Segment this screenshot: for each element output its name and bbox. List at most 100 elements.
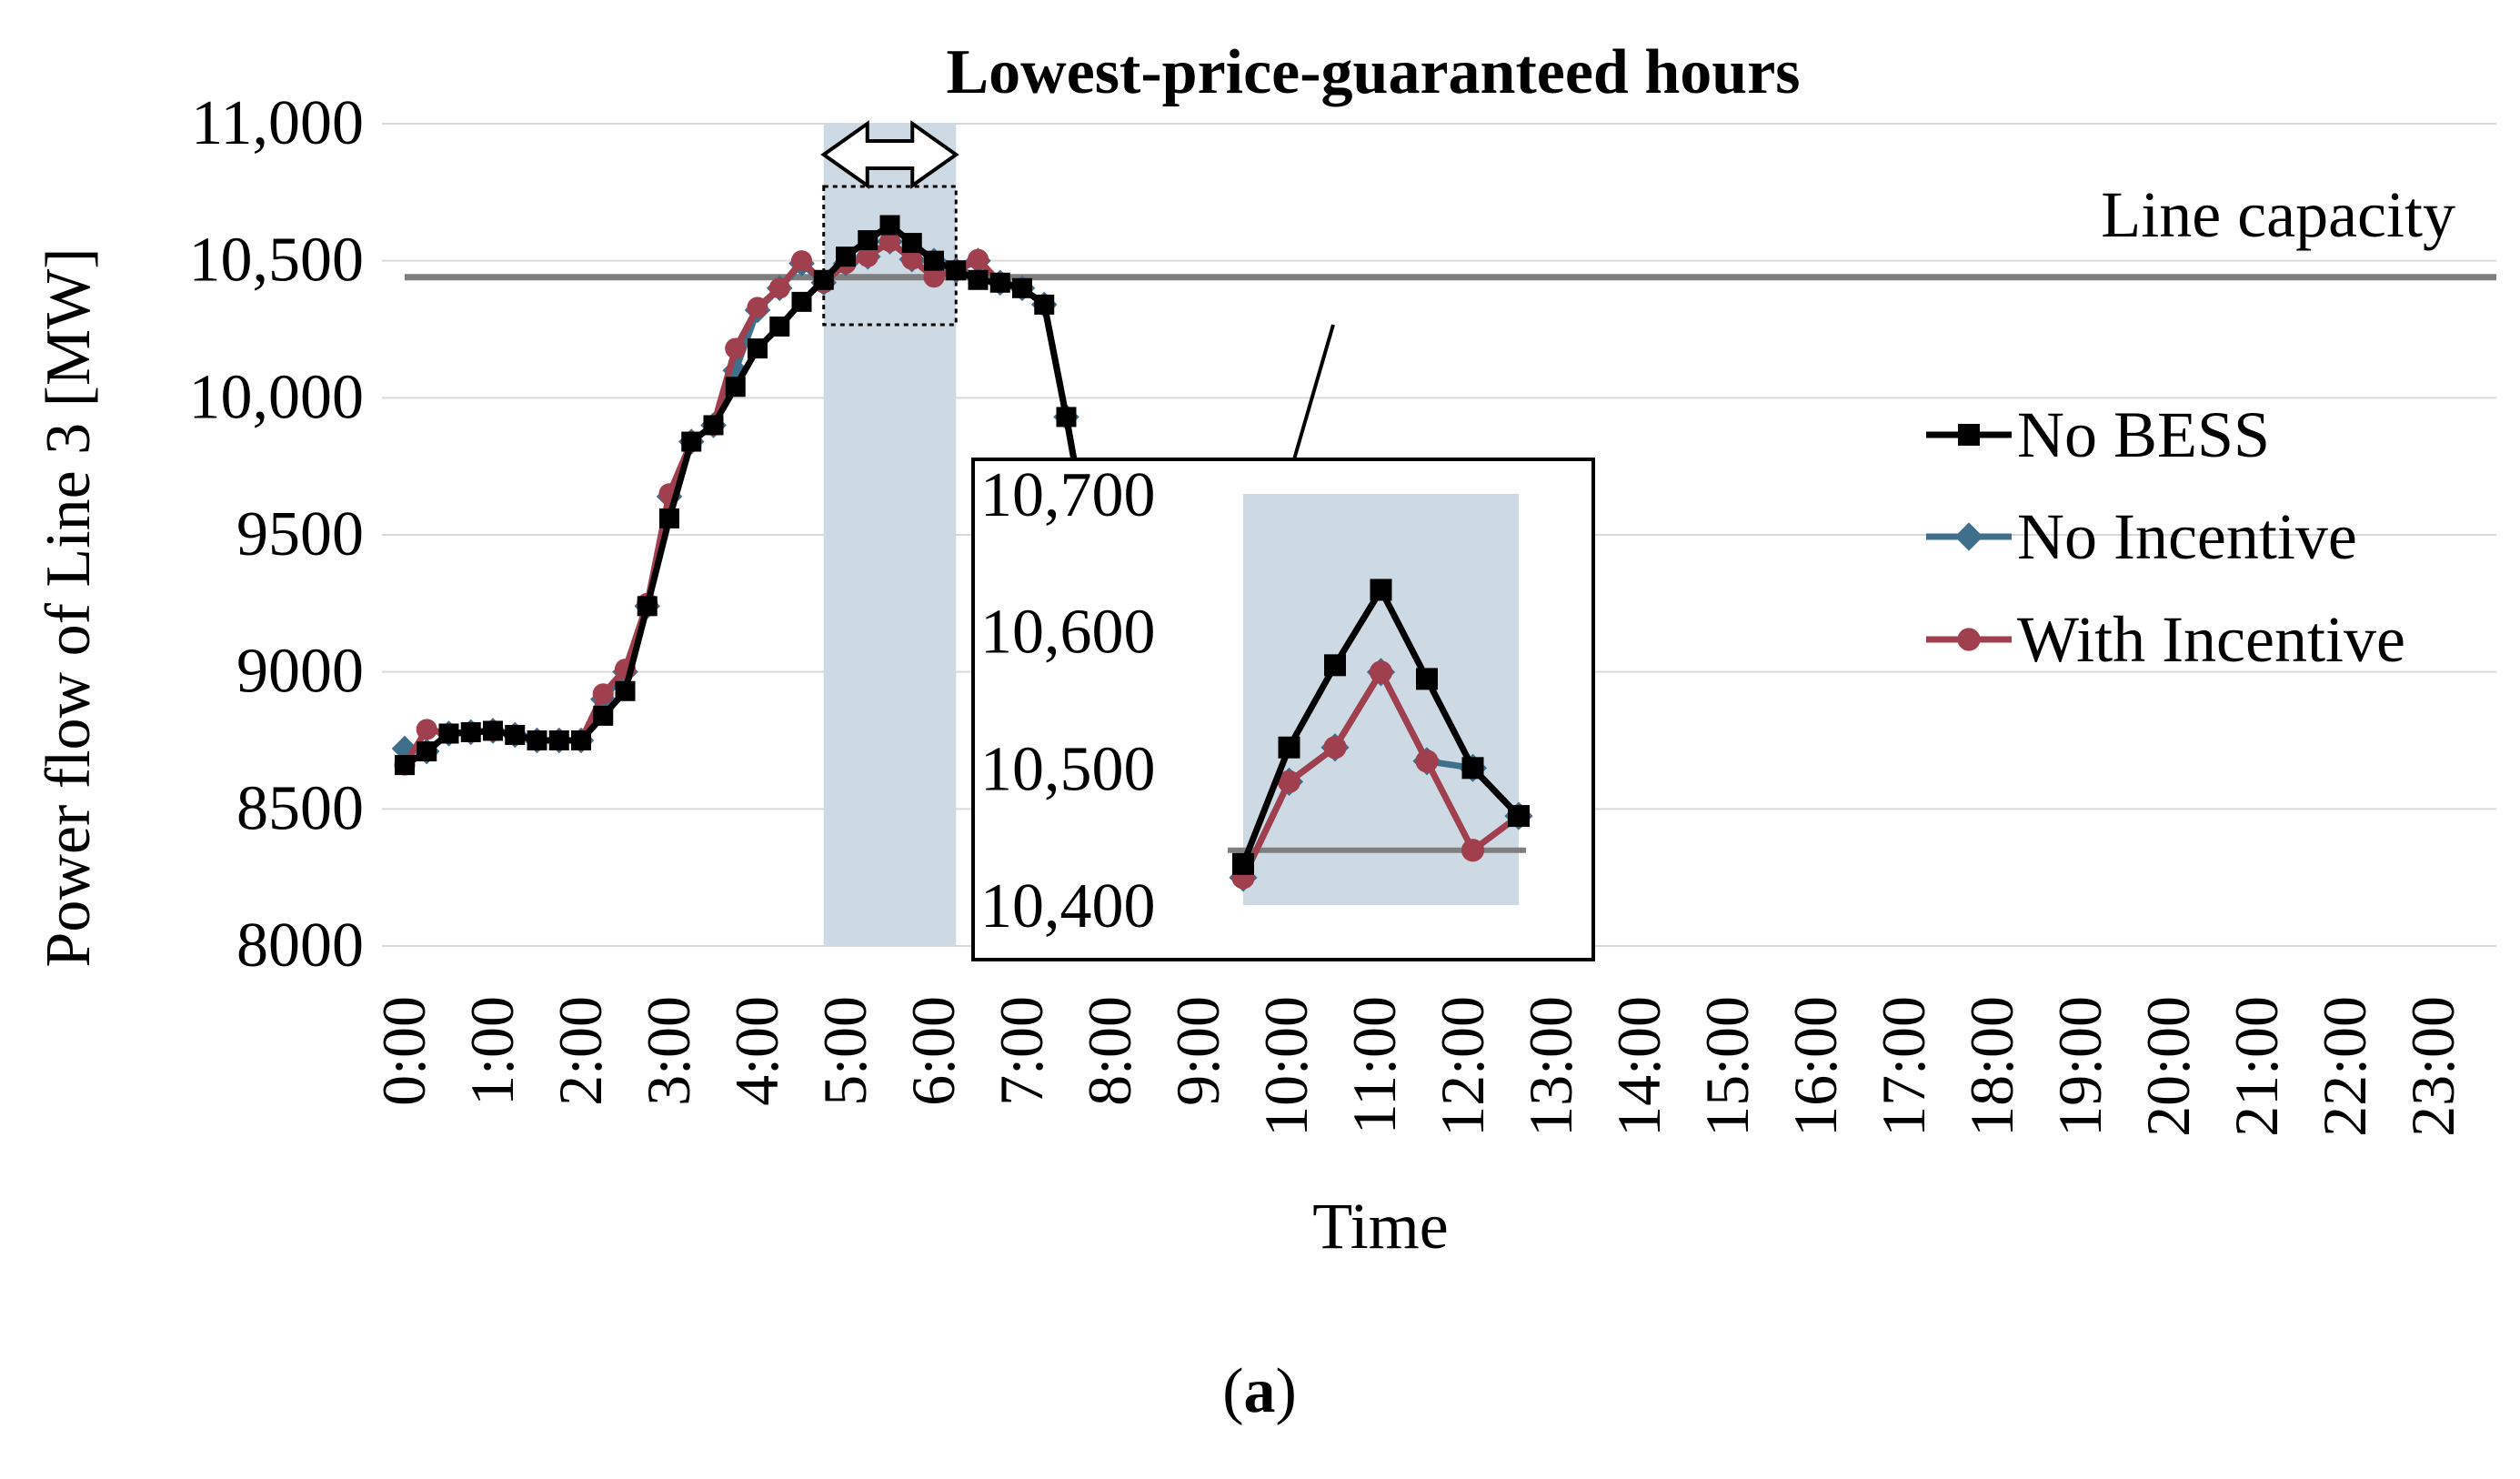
x-tick-label: 8:00 [1075,996,1144,1106]
inset-data-point [1369,660,1393,684]
x-tick-label: 12:00 [1428,996,1497,1137]
data-point [790,250,813,272]
x-tick-label: 0:00 [369,996,438,1106]
inset-y-tick-label: 10,600 [980,598,1156,668]
data-point [681,431,702,452]
data-point [924,250,944,271]
y-tick-label: 11,000 [191,88,364,158]
data-point [483,720,503,741]
zoom-connector [1292,324,1335,460]
data-point [768,277,790,299]
x-tick-label: 3:00 [634,996,703,1106]
inset-y-tick-label: 10,500 [980,734,1156,804]
y-tick-label: 8000 [236,911,364,981]
inset-data-point [1461,839,1485,862]
x-tick-label: 2:00 [546,996,615,1106]
y-axis-label: Power flow of Line 3 [MW] [34,247,104,967]
inset-y-tick-label: 10,700 [980,460,1156,530]
x-tick-label: 11:00 [1340,996,1409,1134]
inset-data-point [1278,736,1300,759]
x-tick-label: 18:00 [1957,996,2026,1137]
data-point [1012,277,1032,298]
x-tick-label: 13:00 [1516,996,1585,1137]
data-point [967,248,989,270]
legend-marker [1958,424,1980,446]
legend-label: No BESS [2017,398,2270,471]
data-point [923,267,945,288]
x-tick-label: 1:00 [457,996,527,1106]
x-tick-label: 7:00 [987,996,1056,1106]
x-axis-label: Time [1312,1190,1448,1263]
y-tick-label: 9500 [236,499,364,569]
inset-y-tick-label: 10,400 [980,871,1156,941]
data-point [460,721,481,742]
legend: No BESS No Incentive With Incentive [1926,398,2405,676]
data-point [901,248,923,270]
data-point [438,723,459,744]
x-tick-label: 21:00 [2222,996,2291,1137]
x-tick-label: 10:00 [1251,996,1320,1137]
data-point [548,730,569,750]
data-point [417,741,437,762]
x-tick-label: 14:00 [1604,996,1673,1137]
inset-series-no-bess [1232,579,1530,875]
x-tick-label: 20:00 [2133,996,2203,1137]
data-point [722,357,749,384]
inset-data-point [1232,852,1254,875]
panel-label-close: ) [1276,1356,1297,1426]
data-point [592,683,614,705]
y-tick-label: 8500 [236,773,364,843]
chart-title: Lowest-price-guaranteed hours [946,37,1800,107]
x-tick-label: 15:00 [1692,996,1762,1137]
x-tick-label: 22:00 [2310,996,2379,1137]
inset-data-point [1508,805,1530,828]
data-point [748,338,768,359]
legend-item-no-bess: No BESS [1926,398,2270,471]
legend-label: No Incentive [2017,500,2357,573]
data-point [791,291,812,312]
inset-data-point [1277,770,1301,794]
data-point [725,377,746,397]
data-point [725,337,747,359]
x-tick-label: 16:00 [1781,996,1850,1137]
data-point [879,215,900,236]
inset-data-point [1416,668,1438,690]
data-point [659,508,679,528]
data-point [637,596,658,617]
inset-data-point [1324,654,1346,677]
legend-item-no-incentive: No Incentive [1926,500,2357,573]
legend-marker [1957,628,1981,651]
data-point [878,231,901,253]
data-point [813,269,834,290]
x-tick-label: 17:00 [1869,996,1938,1137]
panel-label: (a) [1222,1356,1297,1426]
double-arrow-icon [820,120,959,189]
data-point [989,272,1010,293]
data-point [946,260,967,281]
x-tick-label: 9:00 [1163,996,1232,1106]
x-tick-label: 23:00 [2398,996,2467,1137]
inset-zoom: 10,400 10,500 10,600 10,700 [971,458,1595,961]
data-point [505,724,526,745]
inset-data-point [1323,736,1347,760]
line-capacity-label: Line capacity [2101,178,2455,251]
x-tick-label: 5:00 [810,996,879,1106]
data-point [527,730,547,750]
data-point [836,246,856,267]
data-point [747,297,768,318]
y-axis-ticks: 8000 8500 9000 9500 10,000 10,500 11,000 [189,88,365,981]
x-tick-label: 4:00 [722,996,791,1106]
inset-data-point [1370,579,1392,601]
data-point [901,233,922,254]
inset-data-point [1461,757,1484,780]
legend-label: With Incentive [2017,603,2405,676]
data-point [1034,294,1055,315]
y-tick-label: 10,000 [189,362,365,432]
zoom-box [822,185,958,327]
data-point [615,680,636,701]
legend-item-with-incentive: With Incentive [1926,603,2405,676]
x-tick-label: 6:00 [899,996,968,1106]
panel-label-letter: a [1244,1356,1276,1426]
data-point [395,755,415,776]
x-tick-label: 19:00 [2045,996,2114,1137]
